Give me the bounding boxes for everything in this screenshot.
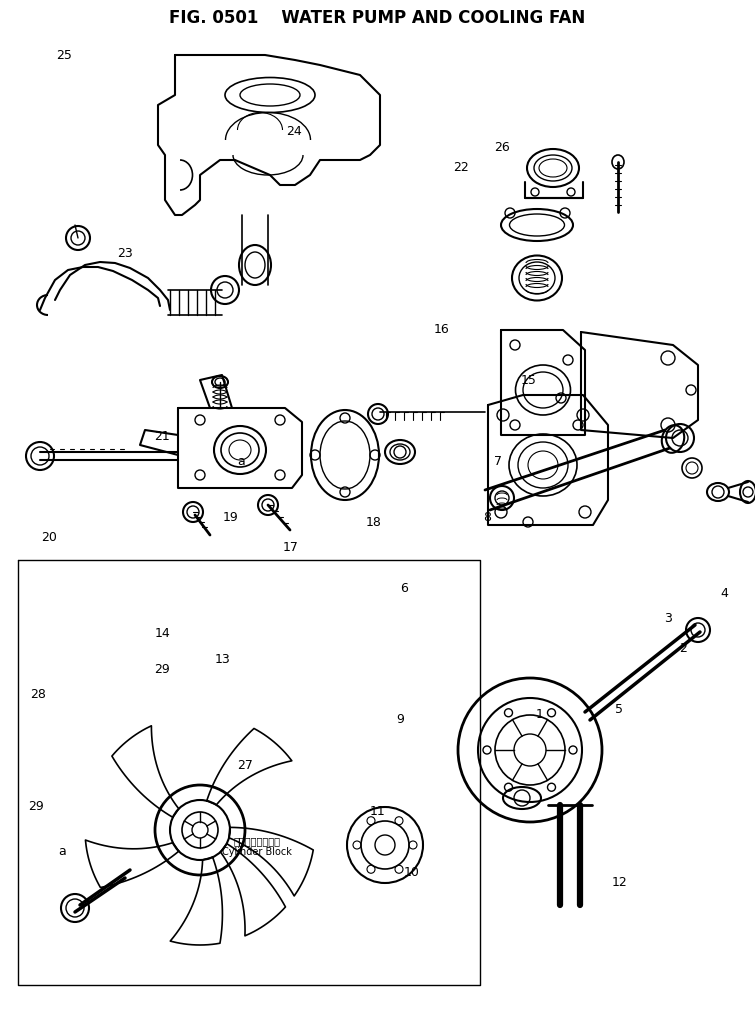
Text: シリンダブロック
Cylinder Block: シリンダブロック Cylinder Block: [222, 836, 291, 858]
Text: 12: 12: [612, 876, 627, 888]
Text: FIG. 0501    WATER PUMP AND COOLING FAN: FIG. 0501 WATER PUMP AND COOLING FAN: [169, 9, 585, 27]
Text: 27: 27: [237, 759, 254, 772]
Text: 23: 23: [117, 247, 132, 260]
Text: 2: 2: [680, 643, 687, 655]
Text: a: a: [238, 455, 245, 467]
Text: 25: 25: [56, 50, 72, 62]
Text: 21: 21: [155, 430, 170, 442]
Text: 22: 22: [453, 161, 468, 173]
Text: a: a: [58, 846, 66, 858]
Text: 13: 13: [215, 653, 230, 665]
Text: 10: 10: [403, 866, 420, 878]
Text: 15: 15: [520, 374, 537, 386]
Text: 18: 18: [365, 516, 382, 528]
Text: 7: 7: [495, 455, 502, 467]
Text: 9: 9: [396, 714, 404, 726]
Text: 29: 29: [29, 800, 44, 812]
Text: 3: 3: [664, 612, 672, 625]
Text: 5: 5: [615, 704, 623, 716]
Text: 8: 8: [483, 511, 491, 523]
Text: 14: 14: [155, 628, 170, 640]
Text: 17: 17: [282, 541, 299, 554]
Text: 6: 6: [400, 582, 408, 594]
Text: 16: 16: [434, 323, 449, 336]
Text: 19: 19: [223, 511, 238, 523]
Text: 29: 29: [155, 663, 170, 675]
Text: 20: 20: [41, 531, 57, 544]
Text: 28: 28: [29, 689, 46, 701]
Text: 1: 1: [536, 709, 544, 721]
Text: 4: 4: [721, 587, 729, 599]
Text: 26: 26: [495, 141, 510, 153]
Text: 24: 24: [287, 126, 302, 138]
Text: 11: 11: [370, 805, 385, 817]
